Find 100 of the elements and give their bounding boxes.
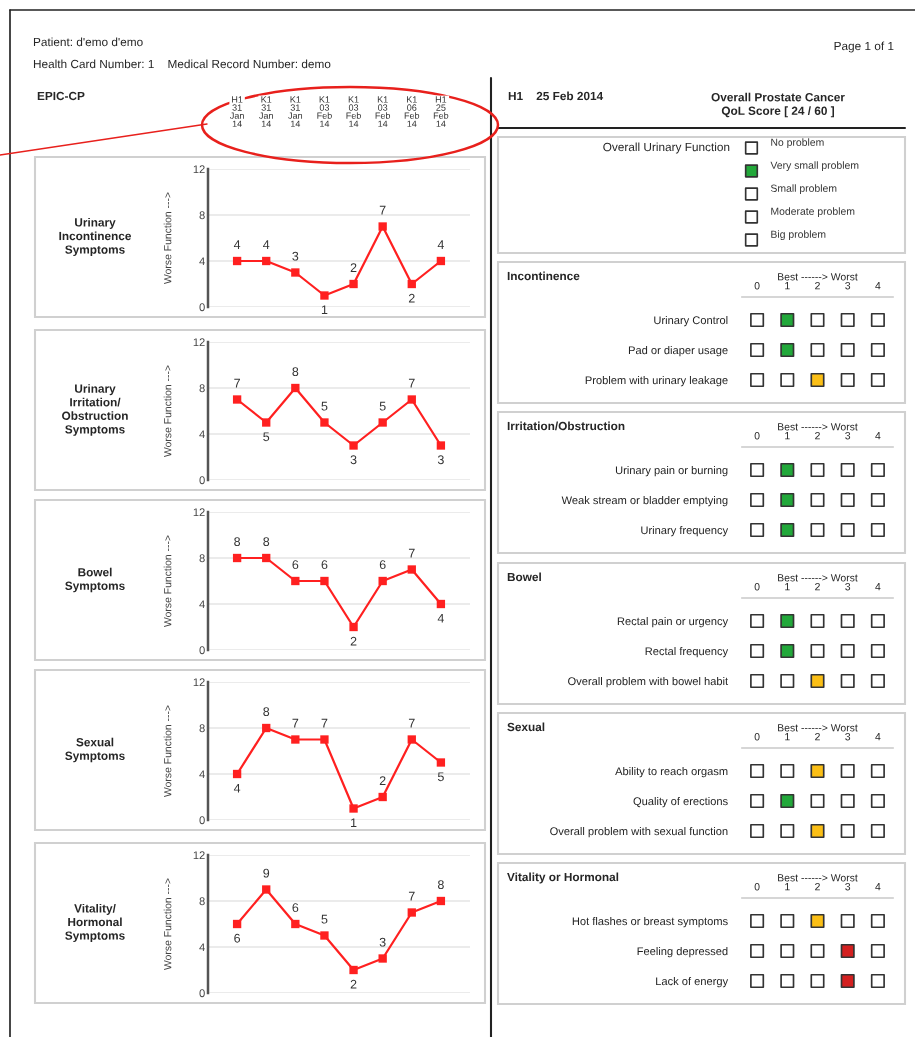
data-label: 1 <box>351 818 357 828</box>
data-label: 1 <box>321 305 328 315</box>
text: Page 1 of 1 <box>834 41 894 53</box>
data-label: 4 <box>263 240 270 249</box>
x-tick-label: K1 31 Jan 14 <box>259 96 273 127</box>
category-label: Very small problem <box>770 161 859 171</box>
point <box>750 492 765 508</box>
y-tick-label: Problem with urinary leakage <box>585 375 728 387</box>
y-tick-label: 8 <box>199 554 205 563</box>
y-tick-label: Overall problem with sexual function <box>550 826 728 838</box>
y-tick-label: 8 <box>199 211 205 220</box>
data-label: 7 <box>408 718 415 728</box>
point <box>232 256 242 266</box>
x-tick-label: 1 <box>785 282 790 290</box>
x-tick-label: 2 <box>815 432 820 440</box>
point <box>810 943 825 959</box>
point <box>750 913 765 929</box>
data-label: 8 <box>263 707 270 717</box>
point <box>870 462 885 478</box>
point <box>750 673 765 689</box>
point <box>840 492 855 508</box>
y-axis-title: Worse Function ---> <box>163 365 172 458</box>
data-label: 3 <box>437 455 444 465</box>
text: Sexual Symptoms <box>65 737 125 763</box>
text: Sexual <box>507 722 545 732</box>
y-tick-label: 0 <box>199 989 205 998</box>
point <box>349 804 358 813</box>
point <box>780 342 795 358</box>
point <box>780 372 795 388</box>
x-tick-label: 0 <box>754 583 760 591</box>
x-tick-label: K1 03 Feb 14 <box>317 96 332 127</box>
point <box>291 919 300 929</box>
point <box>870 342 885 358</box>
point <box>291 383 300 393</box>
point <box>436 758 446 767</box>
data-label: 5 <box>437 772 444 782</box>
x-axis-title: Best ------> Worst <box>778 423 858 431</box>
point <box>840 763 855 779</box>
y-tick-label: Rectal pain or urgency <box>617 616 729 628</box>
text: Bowel <box>507 572 541 582</box>
y-tick-label: 12 <box>193 851 205 860</box>
point <box>349 622 358 632</box>
point <box>349 441 358 450</box>
x-tick-label: 4 <box>875 583 881 591</box>
point <box>349 279 358 289</box>
x-tick-label: 1 <box>785 432 790 440</box>
point <box>407 395 416 404</box>
point <box>750 943 765 959</box>
point <box>378 954 387 963</box>
point <box>291 268 300 277</box>
point <box>840 823 855 839</box>
point <box>378 418 387 427</box>
point <box>840 462 855 478</box>
data-label: 8 <box>263 537 270 547</box>
point <box>840 973 855 989</box>
point <box>840 342 855 358</box>
point <box>750 372 765 388</box>
point <box>780 823 795 839</box>
data-label: 4 <box>233 783 241 793</box>
point <box>810 673 825 689</box>
point <box>780 973 795 989</box>
data-label: 4 <box>437 240 444 249</box>
point <box>232 769 242 779</box>
y-tick-label: 8 <box>199 724 205 733</box>
point <box>407 565 416 574</box>
point <box>780 312 795 328</box>
y-axis-title: Worse Function ---> <box>163 878 172 971</box>
point <box>810 763 825 779</box>
point <box>780 492 795 508</box>
x-tick-label: 4 <box>875 733 881 741</box>
data-label: 2 <box>350 636 357 646</box>
category-label: Small problem <box>770 184 837 194</box>
point <box>436 256 446 266</box>
x-tick-label: K1 03 Feb 14 <box>375 96 391 127</box>
x-tick-label: 1 <box>785 733 790 741</box>
point <box>840 943 855 959</box>
point <box>870 763 885 779</box>
point <box>262 553 271 563</box>
data-label: 4 <box>437 613 444 623</box>
point <box>870 793 885 809</box>
x-tick-label: 0 <box>754 733 760 741</box>
text: Vitality or Hormonal <box>507 872 619 884</box>
point <box>750 763 765 779</box>
point <box>870 943 885 959</box>
data-label: 8 <box>437 880 444 890</box>
data-label: 7 <box>321 718 328 728</box>
data-label: 9 <box>263 868 270 878</box>
point <box>262 723 271 733</box>
point <box>407 279 416 289</box>
y-axis-title: Worse Function ---> <box>163 535 172 628</box>
data-label: 3 <box>292 251 299 261</box>
point <box>780 462 795 478</box>
point <box>810 643 825 659</box>
point <box>810 492 825 508</box>
point <box>780 763 795 779</box>
point <box>780 643 795 659</box>
point <box>750 793 765 809</box>
point <box>436 441 446 450</box>
y-tick-label: 4 <box>199 257 205 266</box>
text: Incontinence <box>507 271 580 281</box>
